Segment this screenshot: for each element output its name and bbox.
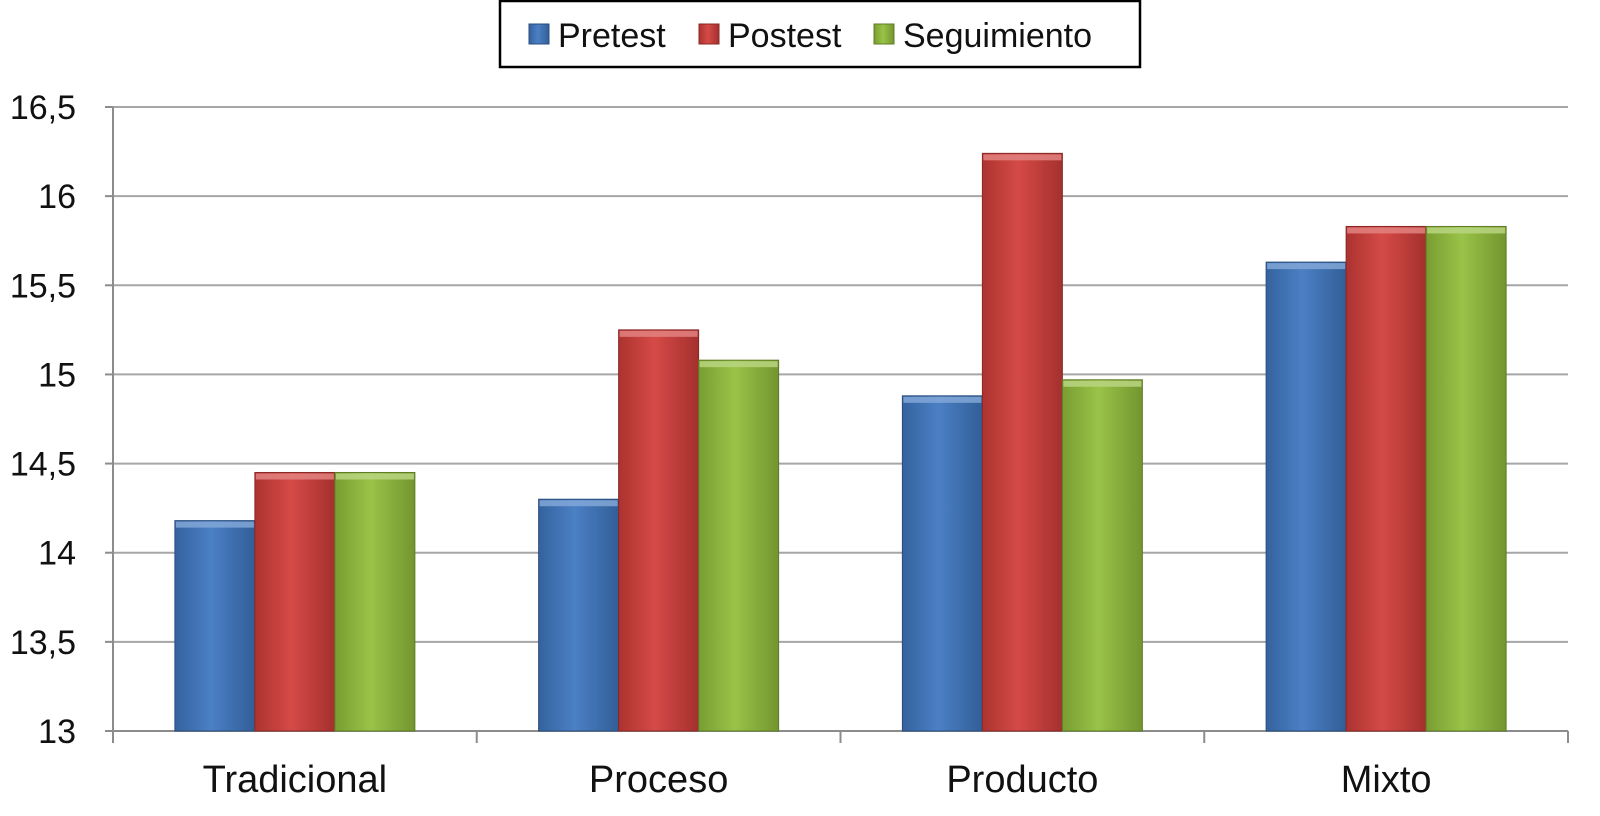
legend-box — [498, 0, 1142, 69]
bar-top-highlight — [335, 473, 414, 480]
bar-seguimiento-tradicional — [334, 471, 416, 732]
bar-top-highlight — [1063, 380, 1142, 387]
y-tick-label: 16 — [38, 178, 76, 216]
bar-top-highlight — [903, 396, 982, 403]
legend-label-pretest: Pretest — [558, 17, 666, 55]
bar-pretest-producto — [901, 395, 983, 732]
bar-seguimiento-mixto — [1425, 225, 1507, 732]
legend-swatch-postest — [698, 23, 720, 45]
bar-postest-proceso — [618, 329, 700, 732]
y-tick-label: 14 — [38, 535, 76, 573]
bar-pretest-mixto — [1265, 261, 1347, 732]
y-tick-label: 14,5 — [10, 446, 76, 484]
bar-top-highlight — [619, 330, 698, 337]
bar-seguimiento-producto — [1061, 379, 1143, 732]
bar-seguimiento-proceso — [698, 359, 780, 732]
y-tick-label: 16,5 — [10, 89, 76, 127]
x-tick-label: Proceso — [589, 759, 728, 801]
legend-swatch-seguimiento — [873, 23, 895, 45]
x-tick-label: Producto — [946, 759, 1098, 801]
bar-top-highlight — [699, 361, 778, 368]
bar-top-highlight — [255, 473, 334, 480]
y-tick-label: 13 — [38, 713, 76, 751]
x-tick-label: Mixto — [1341, 759, 1432, 801]
bar-top-highlight — [539, 500, 618, 507]
legend-swatch-pretest — [528, 23, 550, 45]
y-tick-label: 15 — [38, 356, 76, 394]
legend-label-postest: Postest — [728, 17, 842, 55]
bar-top-highlight — [1347, 227, 1426, 234]
bar-top-highlight — [1267, 263, 1346, 270]
bar-top-highlight — [175, 521, 254, 528]
bar-top-highlight — [983, 154, 1062, 161]
y-tick-label: 15,5 — [10, 267, 76, 305]
bar-postest-producto — [981, 152, 1063, 732]
legend: Pretest Postest Seguimiento — [498, 0, 1142, 69]
bars — [174, 152, 1507, 732]
y-tick-label: 13,5 — [10, 624, 76, 662]
bar-top-highlight — [1427, 227, 1506, 234]
x-tick-label: Tradicional — [203, 759, 387, 801]
legend-label-seguimiento: Seguimiento — [903, 17, 1092, 55]
bar-postest-tradicional — [254, 471, 336, 732]
bar-pretest-tradicional — [174, 520, 256, 732]
bar-pretest-proceso — [538, 498, 620, 732]
bar-postest-mixto — [1345, 225, 1427, 732]
